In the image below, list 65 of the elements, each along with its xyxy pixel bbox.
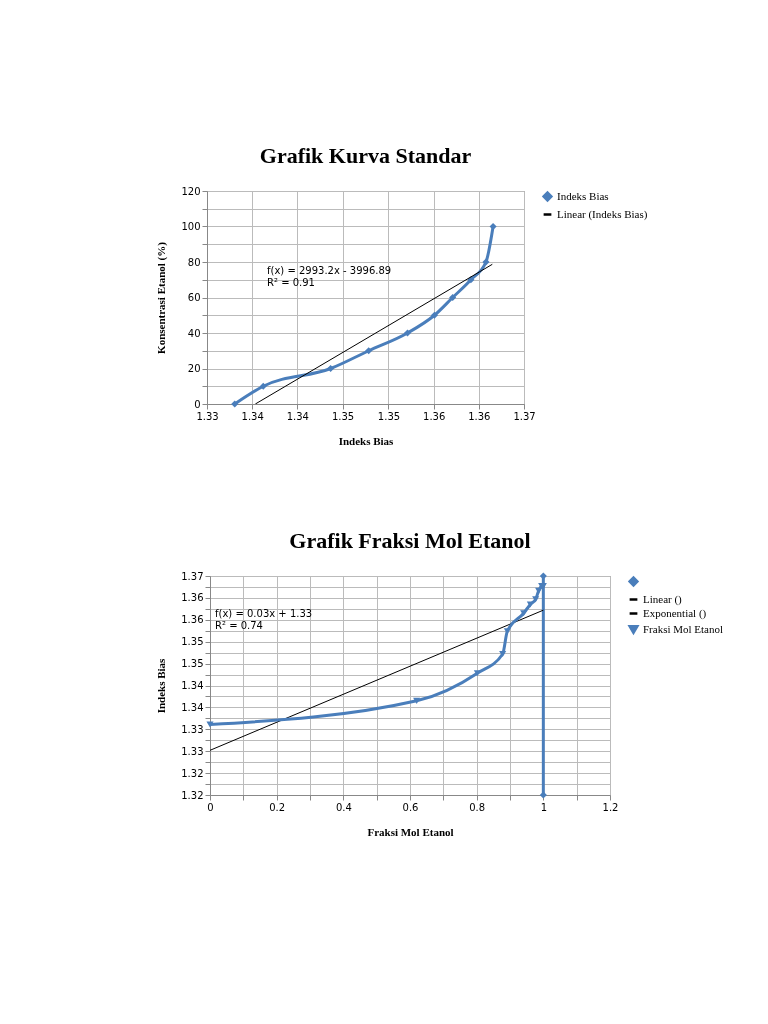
y-tick-label: 1.36 [181,592,204,604]
x-tick-label: 1.36 [468,410,491,422]
x-tick-label: 1.34 [241,410,264,422]
annotation: f(x) = 0.03x + 1.33 [215,608,313,619]
annotation: R² = 0.91 [267,277,315,288]
y-tick-label: 1.35 [181,636,204,648]
point [526,601,534,608]
y-tick-label: 1.34 [181,701,204,713]
point [413,697,421,704]
y-tick-label: 80 [187,256,201,268]
y-tick-label: 1.32 [181,789,204,801]
x-tick-label: 0.4 [335,801,352,813]
y-tick-label: 1.36 [181,614,204,626]
x-tick-label: 0.6 [402,801,419,813]
y-axis-title: Konsentrasi Etanol (%) [155,241,169,354]
annotation: f(x) = 2993.2x - 3996.89 [267,265,392,276]
point [482,258,490,266]
point [539,791,547,799]
point [539,572,547,580]
x-tick-label: 1.37 [513,410,536,422]
legend-label: Linear (Indeks Bias) [557,207,648,221]
point [520,610,528,617]
x-tick-label: 1.36 [423,410,446,422]
x-axis-title: Indeks Bias [338,434,395,447]
y-tick-label: 100 [181,221,201,232]
point [403,329,412,337]
x-axis-title: Fraksi Mol Etanol [367,825,454,838]
legend-label: Linear () [643,592,683,606]
point [430,311,438,319]
x-tick-label: 1.35 [377,410,401,422]
y-tick-label: 40 [187,327,201,339]
x-tick-label: 1.2 [602,801,619,813]
point [259,382,267,390]
point [206,721,214,728]
y-tick-label: 1.34 [181,680,204,691]
x-tick-label: 1.35 [331,410,355,422]
point [532,596,540,603]
x-tick-label: 0.2 [269,801,286,813]
point [365,347,373,355]
point [449,293,457,302]
y-tick-label: 0 [194,398,201,410]
point [499,650,507,658]
chart-title: Grafik Kurva Standar [259,143,472,168]
y-tick-label: 60 [187,292,201,303]
x-tick-label: 0.8 [469,801,486,813]
x-tick-label: 1.34 [286,410,309,422]
y-axis-title: Indeks Bias [155,657,168,714]
x-tick-label: 1 [540,801,548,813]
point [473,670,481,677]
y-tick-label: 1.32 [181,767,204,779]
annotation: R² = 0.74 [215,620,263,631]
legend-label: Fraksi Mol Etanol [643,622,724,635]
chart-title: Grafik Fraksi Mol Etanol [289,528,531,553]
y-tick-label: 120 [181,185,201,197]
y-tick-label: 1.37 [181,570,204,582]
y-tick-label: 1.33 [181,723,204,735]
legend-label: Indeks Bias [557,189,609,202]
y-tick-label: 20 [187,363,201,374]
point [327,364,335,373]
x-tick-label: 1.33 [196,410,219,422]
x-tick-label: 0 [207,801,214,813]
legend-label: Exponential () [643,606,707,620]
point [231,400,239,408]
y-tick-label: 1.35 [181,658,204,670]
y-tick-label: 1.33 [181,745,204,757]
